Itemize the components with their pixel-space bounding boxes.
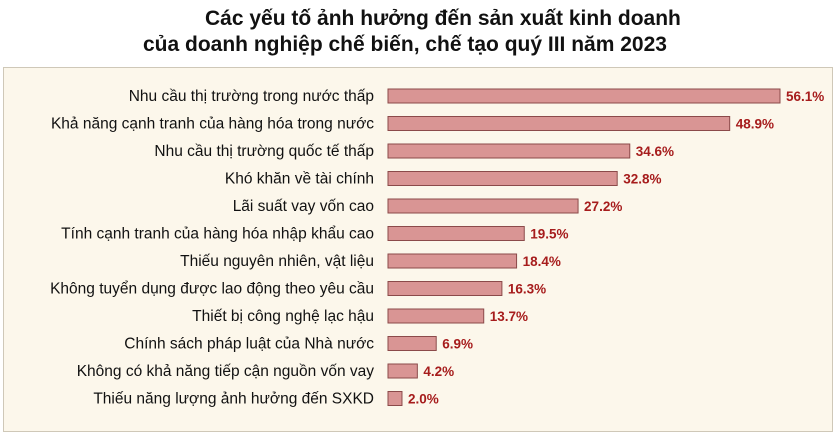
value-label: 19.5% <box>530 227 568 242</box>
category-label: Không có khả năng tiếp cận nguồn vốn vay <box>77 363 375 380</box>
category-label: Chính sách pháp luật của Nhà nước <box>124 336 374 353</box>
bar <box>387 116 731 131</box>
value-label: 27.2% <box>584 199 622 214</box>
bar <box>387 198 579 214</box>
value-labels: 56.1% 48.9% 34.6% 32.8%27.2% 19.5% 18.4% 16.3%… <box>408 89 824 407</box>
value-label: 6.9% <box>442 337 473 352</box>
bar <box>387 363 418 379</box>
bar <box>387 171 618 186</box>
category-label: Khả năng cạnh tranh của hàng hóa trong n… <box>51 116 374 133</box>
bar <box>387 88 781 104</box>
value-label: 18.4% <box>523 254 561 269</box>
bar <box>387 226 525 241</box>
category-label: Khó khăn về tài chính <box>225 171 374 188</box>
value-label: 48.9% <box>736 117 774 132</box>
chart-title-line-2: của doanh nghiệp chế biến, chế tạo quý I… <box>143 33 667 56</box>
category-label: Nhu cầu thị trường trong nước thấp <box>129 88 374 105</box>
value-label: 4.2% <box>423 364 454 379</box>
bars <box>387 88 781 406</box>
value-label: 32.8% <box>623 172 661 187</box>
category-label: Thiếu năng lượng ảnh hưởng đến SXKD <box>93 391 374 408</box>
bar <box>387 143 631 159</box>
bar <box>387 281 503 296</box>
bar <box>387 253 518 269</box>
value-label: 13.7% <box>490 309 528 324</box>
value-label: 56.1% <box>786 89 824 104</box>
category-label: Thiếu nguyên nhiên, vật liệu <box>180 253 374 270</box>
bar <box>387 336 437 351</box>
category-label: Thiết bị công nghệ lạc hậu <box>192 308 374 325</box>
value-label: 2.0% <box>408 392 439 407</box>
category-label: Lãi suất vay vốn cao <box>233 198 374 215</box>
value-label: 34.6% <box>636 144 674 159</box>
category-label: Không tuyển dụng được lao động theo yêu … <box>50 281 374 298</box>
bar <box>387 391 403 406</box>
category-label: Nhu cầu thị trường quốc tế thấp <box>154 143 374 160</box>
value-label: 16.3% <box>508 282 546 297</box>
chart-title-line-1: Các yếu tố ảnh hưởng đến sản xuất kinh d… <box>205 7 681 30</box>
category-label: Tính cạnh tranh của hàng hóa nhập khẩu c… <box>61 226 374 243</box>
category-labels: Nhu cầu thị trường trong nước thấp Khả nă… <box>50 88 374 408</box>
bar <box>387 308 485 324</box>
